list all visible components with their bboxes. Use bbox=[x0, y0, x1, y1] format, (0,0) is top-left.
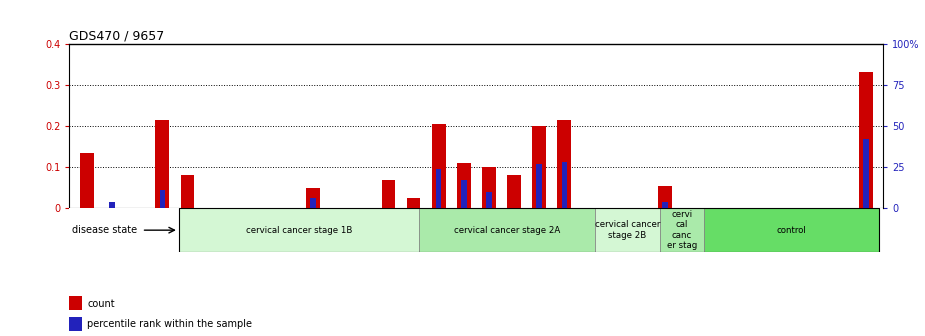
Text: cervical cancer stage 2A: cervical cancer stage 2A bbox=[454, 226, 561, 235]
Bar bbox=[432, 124, 446, 208]
Text: cervical cancer
stage 2B: cervical cancer stage 2B bbox=[595, 220, 660, 240]
Bar bbox=[457, 163, 471, 208]
Bar bbox=[436, 169, 441, 208]
Bar bbox=[558, 120, 572, 208]
Bar bbox=[310, 199, 315, 208]
Bar bbox=[109, 202, 115, 208]
Bar bbox=[179, 208, 879, 252]
Bar bbox=[69, 296, 82, 310]
Bar bbox=[536, 164, 542, 208]
Bar bbox=[160, 190, 165, 208]
Bar bbox=[859, 73, 872, 208]
Bar bbox=[704, 208, 879, 252]
Bar bbox=[180, 175, 194, 208]
Bar bbox=[155, 120, 169, 208]
Text: percentile rank within the sample: percentile rank within the sample bbox=[87, 319, 253, 329]
Bar bbox=[660, 208, 704, 252]
Bar bbox=[532, 126, 546, 208]
Bar bbox=[482, 167, 496, 208]
Bar bbox=[179, 208, 419, 252]
Bar bbox=[662, 202, 668, 208]
Text: control: control bbox=[777, 226, 807, 235]
Bar bbox=[658, 186, 672, 208]
Bar bbox=[419, 208, 595, 252]
Bar bbox=[407, 198, 421, 208]
Bar bbox=[461, 180, 466, 208]
Bar bbox=[80, 153, 93, 208]
Bar bbox=[595, 208, 660, 252]
Text: count: count bbox=[87, 299, 115, 308]
Bar bbox=[561, 162, 567, 208]
Bar bbox=[487, 192, 492, 208]
Text: cervi
cal
canc
er stag: cervi cal canc er stag bbox=[667, 210, 697, 250]
Bar bbox=[507, 175, 521, 208]
Bar bbox=[381, 179, 395, 208]
Text: disease state: disease state bbox=[71, 225, 137, 235]
Text: cervical cancer stage 1B: cervical cancer stage 1B bbox=[246, 226, 352, 235]
Bar bbox=[306, 188, 320, 208]
Bar bbox=[69, 317, 82, 331]
Bar bbox=[863, 139, 869, 208]
Text: GDS470 / 9657: GDS470 / 9657 bbox=[69, 30, 165, 43]
